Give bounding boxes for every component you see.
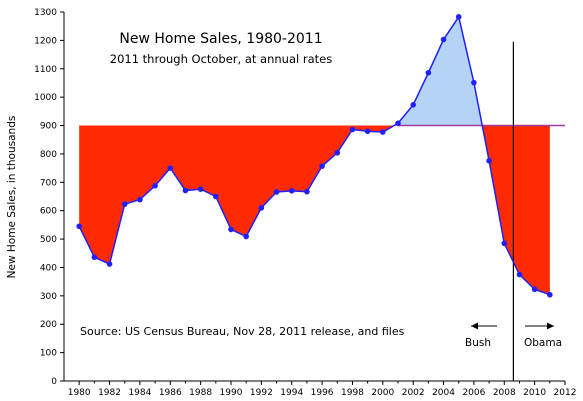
below-fill-area-0: [79, 125, 395, 265]
chart-title: New Home Sales, 1980-2011: [119, 31, 322, 47]
x-tick-label: 2002: [402, 388, 425, 398]
data-point: [334, 149, 341, 156]
data-point: [182, 187, 189, 194]
data-point: [364, 128, 371, 135]
y-tick-label: 500: [40, 235, 57, 245]
y-tick-label: 600: [40, 207, 57, 217]
data-point: [167, 165, 174, 171]
x-tick-label: 1988: [189, 388, 212, 398]
axes: 0 100 200 300 400 500 600 700 800 900 1000 1100 1200…: [34, 8, 576, 398]
x-tick-label: 1990: [220, 388, 243, 398]
data-point: [516, 271, 523, 278]
left-arrow-head: [471, 322, 478, 330]
below-fill-area-1: [482, 125, 550, 295]
data-point: [531, 286, 538, 293]
data-point: [152, 182, 158, 189]
source-note: Source: US Census Bureau, Nov 28, 2011 r…: [80, 325, 405, 338]
x-tick-label: 1992: [250, 388, 273, 398]
x-tick-label: 1982: [98, 388, 121, 398]
data-points: [76, 14, 553, 298]
y-tick-label: 0: [51, 377, 57, 387]
chart-subtitle: 2011 through October, at annual rates: [110, 52, 332, 66]
data-point: [137, 196, 143, 203]
data-point: [197, 186, 204, 192]
data-point: [410, 102, 416, 108]
data-point: [258, 205, 265, 211]
data-point: [395, 120, 401, 127]
y-tick-label: 300: [40, 292, 57, 302]
data-point: [288, 188, 295, 194]
x-tick-label: 1980: [68, 388, 91, 398]
obama-annotation: Obama: [524, 322, 562, 349]
x-tick-label: 2008: [493, 388, 516, 398]
y-tick-label: 800: [40, 150, 57, 160]
data-point: [349, 126, 356, 133]
data-point: [425, 69, 432, 76]
data-point: [455, 14, 462, 20]
data-point: [380, 129, 386, 135]
data-point: [76, 223, 82, 230]
x-tick-label: 2012: [554, 388, 577, 398]
data-point: [213, 193, 219, 200]
x-tick-label: 1994: [280, 388, 303, 398]
y-tick-label: 200: [40, 320, 57, 330]
y-tick-label: 700: [40, 178, 57, 188]
y-tick-label: 400: [40, 263, 57, 273]
data-point: [228, 226, 234, 233]
y-tick-label: 100: [40, 349, 57, 359]
above-fill-area-0: [394, 16, 483, 126]
x-tick-label: 2010: [523, 388, 546, 398]
data-point: [471, 79, 477, 86]
fill-areas: [79, 16, 550, 295]
data-point: [501, 240, 508, 247]
x-tick-label: 1998: [341, 388, 364, 398]
data-point: [486, 157, 492, 164]
y-axis-label: New Home Sales, in thousands: [6, 116, 18, 279]
x-tick-label: 1986: [159, 388, 182, 398]
x-tick-label: 2004: [432, 388, 455, 398]
data-point: [547, 291, 553, 298]
data-point: [121, 201, 128, 207]
y-tick-label: 1000: [34, 93, 57, 103]
data-point: [273, 189, 280, 195]
x-tick-label: 1996: [311, 388, 334, 398]
y-tick-label: 900: [40, 122, 57, 132]
x-tick-label: 2000: [371, 388, 394, 398]
y-tick-label: 1300: [34, 8, 57, 18]
x-tick-label: 1984: [128, 388, 151, 398]
data-point: [243, 233, 249, 240]
data-point: [91, 254, 98, 261]
y-tick-label: 1200: [34, 36, 57, 46]
x-tick-label: 2006: [462, 388, 485, 398]
bush-label: Bush: [465, 337, 491, 349]
series-line: [78, 14, 551, 296]
data-point: [440, 36, 447, 43]
right-arrow-head: [547, 322, 554, 330]
bush-annotation: Bush: [465, 322, 497, 349]
data-point: [304, 188, 310, 195]
obama-label: Obama: [524, 337, 562, 349]
data-point: [319, 163, 325, 169]
y-tick-label: 1100: [34, 65, 57, 75]
data-point: [106, 261, 113, 267]
